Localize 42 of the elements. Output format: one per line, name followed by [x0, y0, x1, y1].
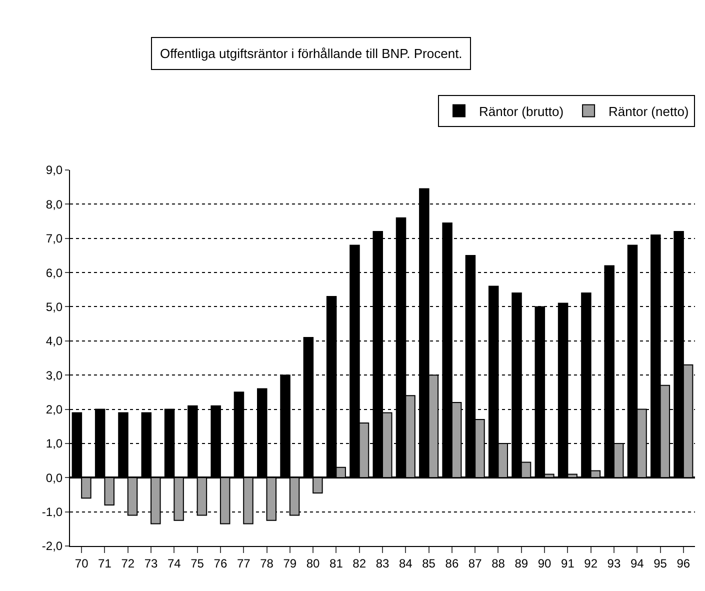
x-tick-label: 85: [422, 556, 436, 570]
x-tick-label: 75: [190, 556, 204, 570]
x-tick-label: 94: [630, 556, 644, 570]
x-tick-label: 83: [376, 556, 390, 570]
y-tick-label: 0,0: [46, 470, 63, 485]
x-tick-label: 90: [538, 556, 552, 570]
x-tick-label: 87: [468, 556, 482, 570]
x-tick-label: 86: [445, 556, 459, 570]
x-tick-label: 76: [214, 556, 228, 570]
x-tick-label: 95: [654, 556, 668, 570]
y-tick-label: -2,0: [42, 539, 63, 554]
legend-label: Räntor (brutto): [479, 104, 564, 119]
x-tick-label: 73: [144, 556, 158, 570]
x-tick-label: 70: [74, 556, 89, 570]
y-tick-label: -1,0: [42, 505, 63, 520]
x-tick-label: 91: [561, 556, 575, 570]
x-tick-label: 93: [607, 556, 621, 570]
x-tick-label: 81: [330, 556, 344, 570]
y-tick-label: 9,0: [46, 163, 63, 178]
x-tick-label: 89: [514, 556, 528, 570]
chart-title: Offentliga utgiftsräntor i förhållande till BNP. Procent.: [160, 46, 462, 61]
y-tick-label: 2,0: [46, 402, 63, 416]
x-tick-label: 72: [121, 556, 135, 570]
x-tick-label: 84: [398, 556, 413, 570]
y-tick-label: 6,0: [46, 266, 63, 280]
y-tick-label: 8,0: [46, 197, 63, 212]
x-tick-label: 92: [584, 556, 598, 570]
x-tick-label: 82: [352, 556, 366, 570]
x-tick-label: 77: [236, 556, 251, 570]
x-tick-label: 74: [167, 556, 182, 570]
x-tick-label: 79: [283, 556, 297, 570]
x-tick-label: 96: [676, 556, 690, 570]
y-tick-label: 3,0: [46, 368, 63, 382]
y-tick-label: 1,0: [46, 436, 63, 451]
y-tick-label: 7,0: [46, 232, 63, 246]
x-tick-label: 71: [98, 556, 112, 570]
y-tick-label: 5,0: [46, 300, 63, 314]
y-tick-label: 4,0: [46, 334, 63, 348]
x-tick-label: 88: [492, 556, 506, 570]
x-tick-label: 78: [260, 556, 274, 570]
legend-label: Räntor (netto): [608, 104, 689, 119]
x-tick-label: 80: [306, 556, 320, 570]
